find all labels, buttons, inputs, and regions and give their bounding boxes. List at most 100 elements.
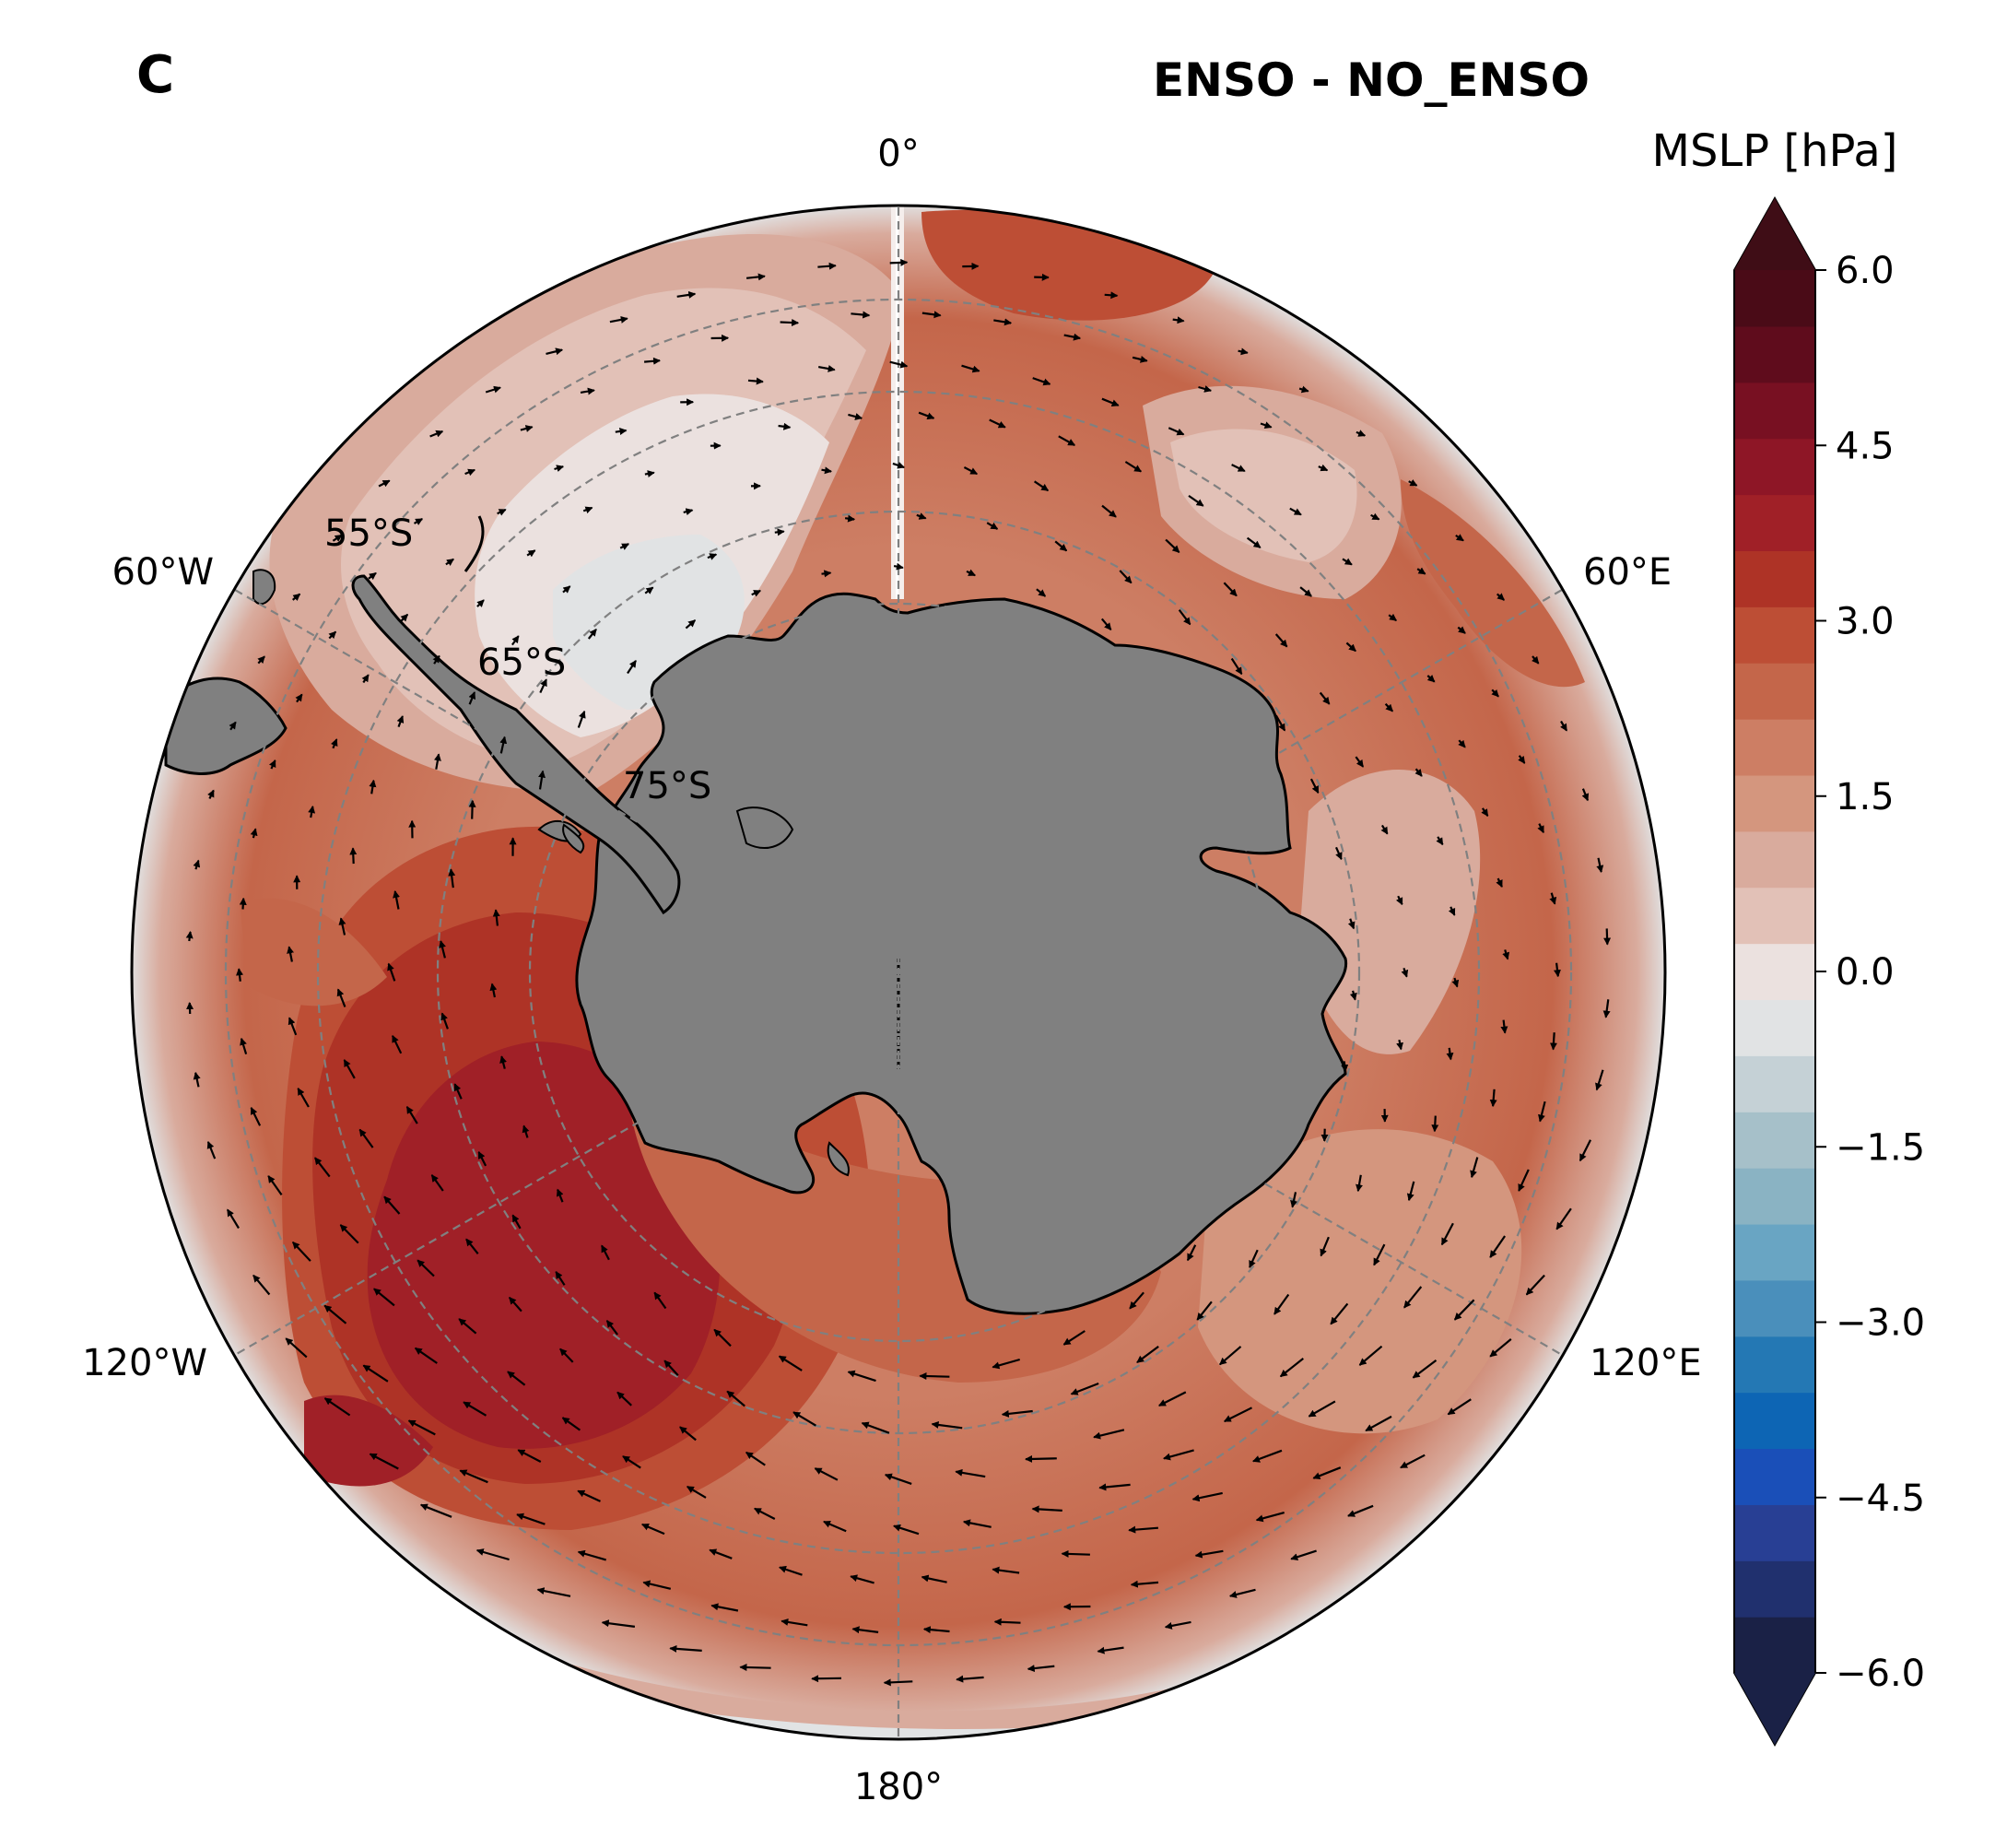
- wind-vector: [961, 364, 980, 373]
- wind-vector: [1025, 1454, 1057, 1463]
- wind-vector: [1164, 1620, 1191, 1630]
- wind-vector: [332, 534, 343, 542]
- wind-vector: [475, 1548, 510, 1561]
- wind-vector: [993, 318, 1013, 326]
- wind-vector: [844, 514, 856, 523]
- wind-vector: [1341, 1061, 1349, 1073]
- wind-vector: [561, 1417, 581, 1431]
- wind-vector: [458, 1318, 477, 1335]
- wind-vector: [916, 512, 927, 520]
- wind-vector: [349, 847, 358, 865]
- wind-vector: [295, 693, 303, 703]
- wind-vector: [847, 1370, 876, 1383]
- wind-vector: [893, 562, 904, 571]
- wind-vector: [1289, 507, 1302, 516]
- wind-vector: [465, 1238, 479, 1254]
- wind-vector: [640, 1523, 665, 1536]
- wind-vector: [1178, 609, 1191, 626]
- wind-vector: [477, 1151, 487, 1167]
- wind-vector: [1132, 355, 1148, 363]
- wind-vector: [1032, 377, 1051, 386]
- wind-vector: [291, 1241, 311, 1262]
- wind-vector: [536, 1587, 571, 1597]
- wind-vector: [1596, 857, 1604, 873]
- wind-vector: [726, 1390, 745, 1407]
- wind-vector: [538, 770, 546, 790]
- wind-vector: [676, 290, 697, 299]
- wind-vector: [1290, 1549, 1317, 1561]
- colorbar-segment: [1734, 999, 1815, 1056]
- wind-vector: [369, 1453, 399, 1470]
- wind-vector: [1384, 702, 1393, 712]
- wind-vector: [605, 1320, 618, 1336]
- wind-vector: [396, 715, 405, 727]
- wind-vector: [252, 1274, 271, 1296]
- wind-vector: [559, 1348, 574, 1363]
- wind-vector: [499, 736, 508, 754]
- wind-vector: [1186, 1244, 1197, 1262]
- wind-vector: [921, 1574, 947, 1583]
- wind-vector: [516, 1513, 546, 1525]
- wind-vector: [707, 553, 718, 560]
- wind-vector: [931, 1420, 963, 1430]
- wind-vector: [459, 1469, 488, 1484]
- parallel-label-75s: 75°S: [623, 765, 711, 807]
- wind-vector: [226, 1208, 240, 1230]
- wind-vector: [413, 518, 424, 525]
- wind-vector: [962, 1519, 992, 1528]
- wind-vector: [489, 983, 498, 998]
- wind-vector: [1489, 1338, 1512, 1358]
- wind-vector: [883, 1678, 913, 1687]
- wind-vector: [644, 470, 655, 477]
- colorbar-segment: [1734, 887, 1815, 945]
- wind-vector: [1036, 588, 1047, 597]
- wind-vector: [1451, 977, 1460, 988]
- wind-vector: [1447, 1398, 1472, 1416]
- wind-vector: [1453, 1299, 1475, 1321]
- wind-vector: [1101, 504, 1117, 518]
- wind-vector: [993, 1618, 1021, 1626]
- wind-vector: [269, 759, 276, 770]
- wind-vector: [1491, 689, 1499, 698]
- wind-vector: [522, 1124, 530, 1138]
- wind-vector: [1470, 1157, 1479, 1179]
- panel-label: C: [136, 45, 174, 105]
- wind-vector: [1165, 538, 1180, 553]
- wind-vector: [440, 1012, 449, 1030]
- wind-vector: [919, 1371, 950, 1380]
- colorbar-segments: [1733, 195, 1816, 1748]
- meridian-label-180: 180°: [854, 1766, 943, 1808]
- wind-vector: [1502, 949, 1510, 960]
- wind-vector: [497, 508, 507, 516]
- meridian-label-60w: 60°W: [112, 551, 214, 594]
- wind-vector: [285, 1337, 308, 1359]
- wind-vector: [339, 1224, 359, 1244]
- wind-vector: [476, 599, 485, 607]
- wind-vector: [1255, 1512, 1285, 1523]
- wind-vector: [555, 1271, 566, 1286]
- wind-vector: [546, 347, 564, 356]
- figure-title: ENSO - NO_ENSO: [1153, 53, 1590, 107]
- wind-vector: [892, 462, 906, 469]
- wind-vector: [468, 799, 476, 819]
- wind-vector: [1230, 657, 1243, 676]
- wind-vector: [1334, 846, 1343, 861]
- wind-vector: [1349, 990, 1357, 1001]
- wind-vector: [445, 558, 454, 566]
- wind-vector: [1555, 1207, 1572, 1230]
- colorbar-tick-label: 3.0: [1836, 601, 1895, 643]
- map-boundary: [130, 204, 1667, 1741]
- colorbar: MSLP [hPa] 6.0 4.5 3.0 1.5 0.0 −1.5 −3.0 −4.5 −6…: [1652, 125, 1925, 1748]
- wind-vector: [1249, 1249, 1259, 1268]
- wind-vector: [485, 385, 501, 394]
- wind-vector: [615, 428, 628, 435]
- wind-vector: [338, 917, 346, 936]
- wind-vector: [601, 1619, 636, 1628]
- wind-vector: [1500, 1019, 1508, 1034]
- wind-vector: [1549, 1032, 1557, 1051]
- colorbar-tick-label: −3.0: [1836, 1302, 1925, 1345]
- wind-vector: [851, 311, 871, 319]
- wind-vector: [778, 1355, 803, 1371]
- wind-vector: [1231, 464, 1246, 473]
- wind-vector: [250, 1107, 262, 1126]
